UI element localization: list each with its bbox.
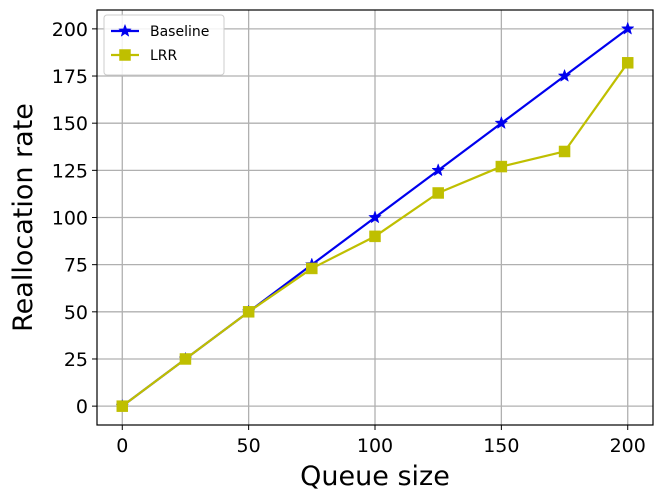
grid-lines: [97, 10, 653, 425]
legend-entry: Baseline: [111, 23, 209, 40]
legend: Baseline LRR: [103, 14, 225, 76]
data-point-marker: [242, 306, 255, 318]
data-point-marker: [495, 160, 508, 173]
legend-label: LRR: [150, 48, 178, 64]
y-tick-label: 200: [52, 19, 88, 41]
series-lrr: [116, 57, 634, 412]
x-tick-label: 150: [483, 435, 519, 457]
data-point-marker: [621, 57, 634, 69]
y-tick-label: 150: [52, 113, 88, 135]
y-tick-label: 100: [52, 208, 88, 230]
data-point-marker: [179, 353, 192, 365]
y-tick-label: 0: [76, 396, 88, 418]
y-tick-label: 25: [64, 349, 88, 371]
axis-ticks: 0 50 100 150 200 0 25 50 75 100 125 150 175 200: [52, 19, 646, 457]
x-tick-label: 200: [610, 435, 646, 457]
legend-entry: LRR: [111, 48, 178, 64]
y-tick-label: 125: [52, 160, 88, 182]
legend-label: Baseline: [150, 24, 209, 40]
x-tick-label: 50: [237, 435, 261, 457]
data-point-marker: [306, 262, 318, 275]
y-tick-label: 75: [64, 255, 88, 277]
y-tick-label: 175: [52, 66, 88, 88]
x-tick-label: 0: [116, 435, 128, 457]
data-point-marker: [432, 187, 444, 199]
data-point-marker: [369, 230, 381, 243]
data-point-marker: [116, 400, 129, 412]
y-tick-label: 50: [64, 302, 88, 324]
legend-marker: [119, 49, 131, 61]
data-point-marker: [494, 115, 509, 130]
data-point-marker: [431, 163, 446, 177]
data-point-marker: [620, 21, 635, 35]
data-point-marker: [557, 68, 572, 82]
data-point-marker: [368, 210, 382, 224]
series-layer: [115, 21, 635, 412]
x-axis-label: Queue size: [300, 461, 450, 492]
y-axis-label: Reallocation rate: [8, 103, 39, 332]
data-point-marker: [558, 145, 571, 158]
x-tick-label: 100: [357, 435, 393, 457]
legend-marker: [118, 23, 132, 37]
